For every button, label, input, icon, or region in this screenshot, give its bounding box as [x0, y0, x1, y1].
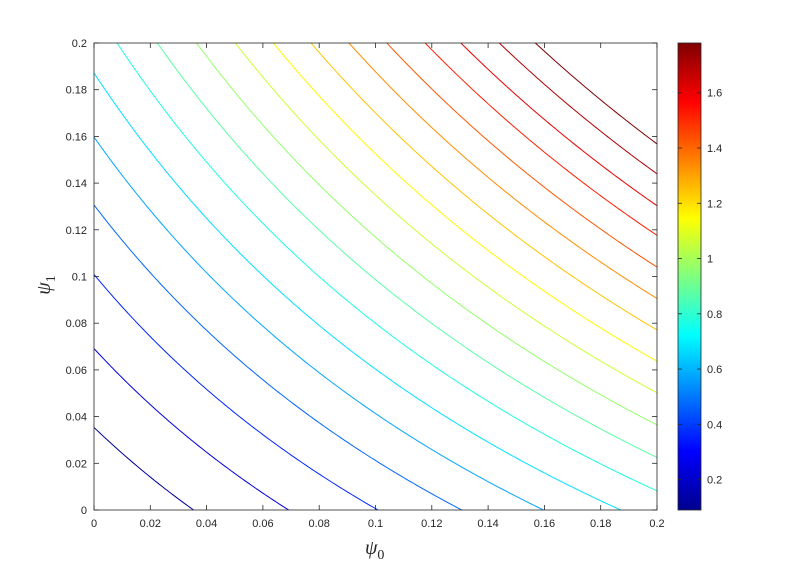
x-axis-label: ψ0 [365, 537, 384, 563]
y-tick-label: 0.14 [66, 178, 87, 190]
y-tick-label: 0 [81, 505, 87, 517]
colorbar-ticks: 0.2 0.4 0.6 0.8 1 1.2 1.4 1.6 [678, 88, 722, 487]
y-tick-label: 0.04 [66, 412, 87, 424]
y-tick-label: 0.1 [72, 272, 87, 284]
y-axis-ticks: 0 0.02 0.04 0.06 0.08 0.1 0.12 0.14 0.16 0.18 0.2 [66, 38, 657, 517]
y-tick-label: 0.06 [66, 365, 87, 377]
colorbar-tick-label: 1.4 [707, 143, 722, 155]
contour-line [534, 43, 657, 145]
x-axis-ticks: 0 0.02 0.04 0.06 0.08 0.1 0.12 0.14 0.16 0.18 0.2 [91, 43, 665, 530]
contour-line [386, 43, 657, 268]
contour-line [94, 274, 379, 510]
x-tick-label: 0.04 [196, 518, 217, 530]
colorbar [677, 42, 702, 511]
contour-line [498, 43, 657, 175]
colorbar-tick-label: 0.2 [707, 475, 722, 487]
contour-line [348, 43, 657, 299]
x-tick-label: 0.18 [590, 518, 611, 530]
contour-line [94, 136, 545, 510]
x-tick-label: 0.08 [308, 518, 329, 530]
contour-line [156, 43, 657, 458]
y-tick-label: 0.08 [66, 318, 87, 330]
y-tick-label: 0.18 [66, 85, 87, 97]
contour-line [195, 43, 657, 426]
y-tick-label: 0.2 [72, 38, 87, 50]
contour-lines [94, 43, 657, 510]
contour-line [310, 43, 657, 331]
colorbar-tick-label: 1.6 [707, 88, 722, 100]
x-tick-label: 0 [91, 518, 97, 530]
y-tick-label: 0.02 [66, 458, 87, 470]
contour-line [424, 43, 657, 236]
colorbar-tick-label: 0.6 [707, 364, 722, 376]
contour-line [460, 43, 657, 207]
x-axis-label-subscript: 0 [377, 548, 384, 563]
x-tick-label: 0.2 [649, 518, 664, 530]
colorbar-tick-label: 1.2 [707, 198, 722, 210]
contour-line [94, 427, 195, 510]
x-tick-label: 0.14 [477, 518, 498, 530]
x-tick-label: 0.02 [140, 518, 161, 530]
contour-line [234, 43, 657, 394]
y-tick-label: 0.12 [66, 225, 87, 237]
x-tick-label: 0.16 [534, 518, 555, 530]
x-tick-label: 0.06 [252, 518, 273, 530]
contour-line [272, 43, 657, 362]
x-tick-label: 0.1 [368, 518, 383, 530]
y-axis-label: ψ1 [33, 275, 59, 294]
y-axis-label-subscript: 1 [44, 275, 59, 282]
contour-line [94, 72, 623, 510]
y-tick-label: 0.16 [66, 131, 87, 143]
x-tick-label: 0.12 [421, 518, 442, 530]
y-axis-label-symbol: ψ [33, 282, 55, 295]
contour-line [94, 204, 463, 510]
colorbar-tick-label: 1 [707, 254, 713, 266]
colorbar-tick-label: 0.8 [707, 309, 722, 321]
contour-line [94, 348, 290, 510]
contour-line [116, 43, 657, 492]
x-axis-label-symbol: ψ [365, 537, 378, 559]
colorbar-tick-label: 0.4 [707, 419, 722, 431]
